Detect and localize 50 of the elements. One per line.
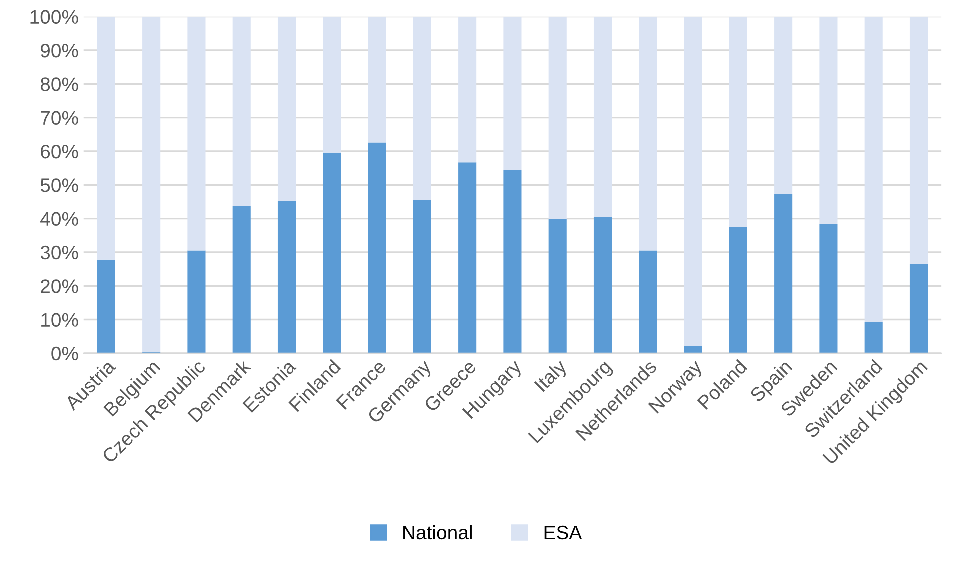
bar xyxy=(639,16,658,251)
bar xyxy=(729,16,748,228)
bar xyxy=(232,16,251,206)
y-tick-label: 10% xyxy=(42,313,78,328)
y-tick-label: 70% xyxy=(41,111,78,126)
y-tick-label: 50% xyxy=(40,178,78,192)
bar xyxy=(278,200,296,354)
bar xyxy=(504,16,522,170)
bar xyxy=(188,16,206,251)
bar xyxy=(323,16,342,153)
bar xyxy=(820,16,838,225)
bar xyxy=(458,16,477,163)
legend-label: National xyxy=(404,525,472,540)
bar xyxy=(729,228,748,354)
bar xyxy=(368,16,386,143)
bar xyxy=(97,16,116,260)
bar xyxy=(774,16,793,194)
bar xyxy=(864,16,883,322)
bar xyxy=(910,264,928,354)
bar xyxy=(413,200,432,354)
bar xyxy=(548,219,567,354)
legend-label: ESA xyxy=(544,526,582,540)
bar xyxy=(458,162,477,354)
y-tick-label: 100% xyxy=(30,10,78,24)
y-tick-label: 30% xyxy=(40,246,78,260)
y-tick-label: 20% xyxy=(41,280,78,294)
bar xyxy=(368,142,386,354)
bar xyxy=(323,152,342,354)
bar xyxy=(820,224,838,354)
bar xyxy=(594,217,612,354)
bar xyxy=(864,322,883,354)
bar xyxy=(639,250,658,354)
bar xyxy=(684,346,702,354)
y-tick-label: 0% xyxy=(52,346,78,361)
bar xyxy=(413,16,432,200)
y-tick-label: 40% xyxy=(40,212,78,226)
bar xyxy=(142,16,161,352)
bar xyxy=(232,206,251,354)
bar xyxy=(504,170,522,354)
bar xyxy=(594,16,612,218)
bar xyxy=(548,16,567,220)
bar xyxy=(910,16,928,264)
bar xyxy=(188,250,206,354)
y-tick-label: 60% xyxy=(41,144,78,159)
y-tick-label: 90% xyxy=(41,44,78,58)
y-tick-label: 80% xyxy=(40,78,78,92)
bar xyxy=(774,194,793,354)
bar xyxy=(97,260,116,354)
bar xyxy=(278,16,296,201)
bar xyxy=(684,16,702,346)
